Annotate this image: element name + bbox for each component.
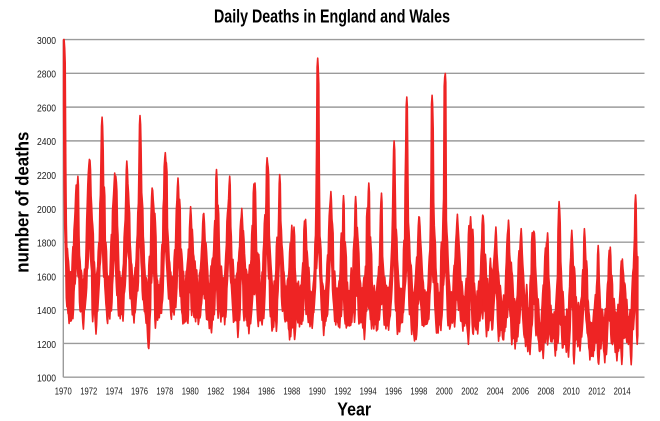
svg-text:1996: 1996	[385, 386, 402, 397]
svg-text:1972: 1972	[80, 386, 97, 397]
svg-text:2014: 2014	[614, 386, 631, 397]
svg-text:2004: 2004	[487, 386, 504, 397]
svg-text:2000: 2000	[436, 386, 453, 397]
svg-text:2200: 2200	[37, 171, 56, 182]
svg-text:1994: 1994	[360, 386, 377, 397]
svg-text:2000: 2000	[37, 205, 56, 216]
svg-text:2400: 2400	[37, 137, 56, 148]
svg-text:1976: 1976	[131, 386, 148, 397]
svg-text:1982: 1982	[207, 386, 224, 397]
svg-text:1980: 1980	[182, 386, 199, 397]
svg-text:number of deaths: number of deaths	[13, 132, 33, 273]
svg-text:Year: Year	[337, 399, 371, 419]
svg-text:1000: 1000	[37, 374, 56, 385]
svg-text:2600: 2600	[37, 103, 56, 114]
svg-text:1986: 1986	[258, 386, 275, 397]
svg-text:1970: 1970	[55, 386, 72, 397]
svg-text:1990: 1990	[309, 386, 326, 397]
svg-text:2800: 2800	[37, 70, 56, 81]
svg-text:1600: 1600	[37, 272, 56, 283]
svg-text:2010: 2010	[563, 386, 580, 397]
svg-text:3000: 3000	[37, 36, 56, 47]
svg-text:1998: 1998	[410, 386, 427, 397]
svg-text:1978: 1978	[156, 386, 173, 397]
svg-text:1984: 1984	[233, 386, 250, 397]
svg-text:1400: 1400	[37, 306, 56, 317]
svg-text:1988: 1988	[283, 386, 300, 397]
svg-text:Daily Deaths in England and Wa: Daily Deaths in England and Wales	[214, 7, 450, 27]
svg-text:2012: 2012	[588, 386, 605, 397]
svg-text:1974: 1974	[106, 386, 123, 397]
svg-text:2006: 2006	[512, 386, 529, 397]
svg-text:2002: 2002	[461, 386, 478, 397]
svg-text:1200: 1200	[37, 340, 56, 351]
svg-text:1992: 1992	[334, 386, 351, 397]
svg-text:1800: 1800	[37, 239, 56, 250]
svg-text:2008: 2008	[537, 386, 554, 397]
